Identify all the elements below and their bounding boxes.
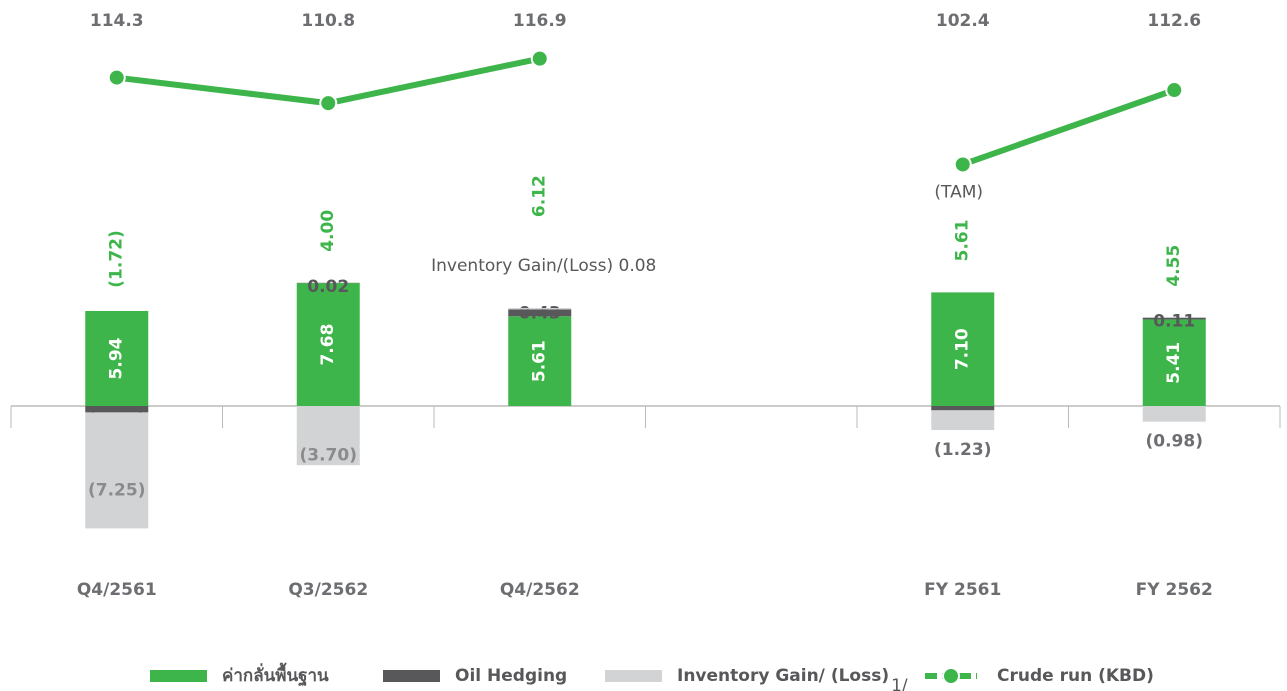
bar-value-label: 0.11 bbox=[1153, 312, 1195, 332]
bar-segment bbox=[931, 292, 995, 406]
legend-label: Crude run (KBD) bbox=[997, 666, 1154, 686]
x-tick-label: FY 2562 bbox=[1136, 580, 1213, 600]
bar-value-label: Inventory Gain/(Loss) 0.08 bbox=[431, 256, 656, 276]
bar-segment bbox=[296, 283, 360, 406]
total-label: 4.00 bbox=[318, 210, 338, 252]
total-label: 6.12 bbox=[530, 175, 550, 217]
bar-segment bbox=[85, 406, 149, 413]
bar-segment bbox=[931, 406, 995, 411]
x-tick-label: Q4/2561 bbox=[77, 580, 157, 600]
bar-segment bbox=[85, 412, 149, 529]
x-tick-label: Q3/2562 bbox=[288, 580, 368, 600]
crude-run-label: 110.8 bbox=[301, 11, 355, 31]
bar-segment bbox=[296, 406, 360, 466]
bar-segment bbox=[85, 310, 149, 406]
total-label: 5.61 bbox=[953, 219, 973, 261]
x-tick-label: Q4/2562 bbox=[500, 580, 580, 600]
legend-swatch bbox=[942, 667, 960, 685]
x-tick-label: FY 2561 bbox=[924, 580, 1001, 600]
legend-swatch bbox=[150, 670, 207, 682]
bar-value-label: 5.41 bbox=[1164, 342, 1184, 384]
total-label: 4.55 bbox=[1164, 245, 1184, 287]
bar-value-label: 7.10 bbox=[953, 328, 973, 370]
bar-segment bbox=[508, 309, 572, 317]
bar-value-label: 0.43 bbox=[519, 303, 561, 323]
bar-segment bbox=[1142, 317, 1206, 320]
crude-run-label: 112.6 bbox=[1147, 11, 1201, 31]
annotation: (TAM) bbox=[934, 182, 983, 202]
bar-segment bbox=[1142, 406, 1206, 422]
crude-run-point bbox=[1165, 81, 1184, 100]
crude-run-label: 116.9 bbox=[513, 11, 567, 31]
total-label: (1.72) bbox=[107, 230, 127, 287]
legend-label: Inventory Gain/ (Loss) bbox=[677, 666, 889, 686]
legend-swatch bbox=[605, 670, 662, 682]
crude-run-line bbox=[116, 55, 1176, 168]
bar-value-label: (1.23) bbox=[934, 440, 991, 460]
crude-run-point bbox=[953, 155, 972, 174]
bar-segment bbox=[508, 316, 572, 406]
crude-run-point bbox=[530, 49, 549, 68]
bar-segment bbox=[508, 308, 572, 310]
crude-run-label: 114.3 bbox=[90, 11, 144, 31]
legend-label: Oil Hedging bbox=[455, 666, 567, 686]
bar-value-label: (3.70) bbox=[300, 446, 357, 466]
bar-segment bbox=[1142, 319, 1206, 406]
crude-run-point bbox=[107, 68, 126, 87]
bar-value-label: (7.25) bbox=[88, 480, 145, 500]
crude-run-point bbox=[319, 94, 338, 113]
bar-value-label: 0.02 bbox=[307, 277, 349, 297]
bar-value-label: 5.94 bbox=[107, 337, 127, 379]
bar-value-label: 5.61 bbox=[530, 340, 550, 382]
legend-footnote: 1/ bbox=[891, 676, 908, 691]
bar-segment bbox=[931, 410, 995, 430]
bar-value-label: (0.98) bbox=[1146, 432, 1203, 452]
crude-run-label: 102.4 bbox=[936, 11, 990, 31]
bar-value-label: 7.68 bbox=[318, 324, 338, 366]
legend-label: ค่ากลั่นพื้นฐาน bbox=[222, 662, 329, 687]
legend-swatch bbox=[383, 670, 440, 682]
